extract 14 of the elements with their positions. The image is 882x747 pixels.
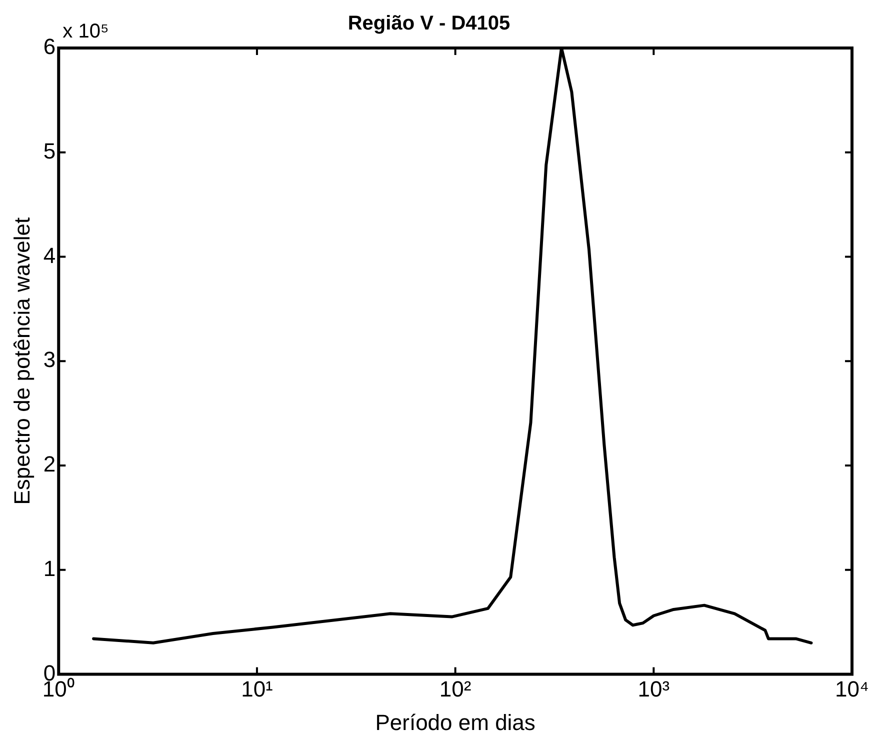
- y-tick-label: 6: [43, 34, 56, 60]
- y-tick-label: 3: [43, 347, 56, 372]
- y-tick-label: 2: [43, 452, 56, 477]
- x-axis-title: Período em dias: [375, 710, 536, 735]
- x-tick-label: 10³: [638, 676, 670, 702]
- y-tick-label: 5: [43, 138, 56, 164]
- x-tick-label: 10⁴: [835, 676, 869, 702]
- y-axis-title: Espectro de potência wavelet: [9, 217, 34, 505]
- x-tick-label: 10²: [439, 676, 472, 702]
- text: x 10⁵: [62, 20, 109, 43]
- y-tick-label: 4: [43, 242, 56, 268]
- x-tick-label: 10¹: [241, 676, 273, 702]
- chart-title: Região V - D4105: [348, 12, 510, 35]
- y-tick-label: 1: [43, 556, 56, 581]
